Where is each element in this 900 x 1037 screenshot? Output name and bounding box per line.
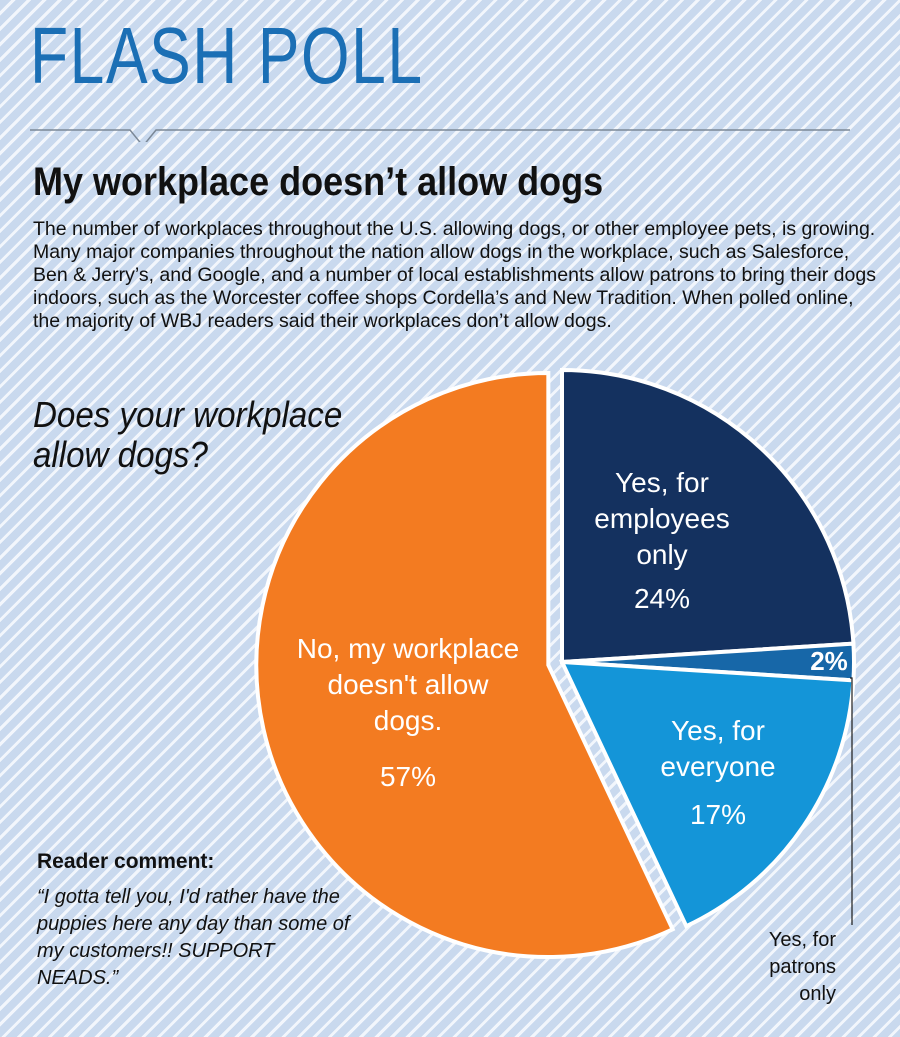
slice-category-label-3: dogs. xyxy=(374,705,443,736)
header-rule xyxy=(30,129,850,142)
slice-category-label-3: doesn't allow xyxy=(328,669,490,700)
slice-category-label-0: only xyxy=(636,539,687,570)
intro-paragraph: The number of workplaces throughout the … xyxy=(33,218,876,332)
pie-slice-2 xyxy=(558,659,856,929)
chart-title: Does your workplace allow dogs? xyxy=(33,394,343,475)
slice-category-label-0: Yes, for xyxy=(615,467,709,498)
slice-category-label-1: Yes, for xyxy=(769,929,836,951)
headline: My workplace doesn’t allow dogs xyxy=(33,160,604,204)
slice-value-label-3: 57% xyxy=(380,761,436,792)
slice-category-label-1: only xyxy=(799,983,836,1005)
pie-slice-3 xyxy=(254,371,676,960)
slice-category-label-0: employees xyxy=(594,503,729,534)
slice-category-label-2: Yes, for xyxy=(671,715,765,746)
slice-category-label-1: patrons xyxy=(769,956,836,978)
slice-value-label-2: 17% xyxy=(690,799,746,830)
slice-category-label-3: No, my workplace xyxy=(297,633,520,664)
pie-slice-0 xyxy=(560,367,856,665)
patrons-leader-line xyxy=(850,677,853,925)
reader-comment-heading: Reader comment: xyxy=(37,850,215,873)
slice-category-label-2: everyone xyxy=(660,751,775,782)
slice-value-label-0: 24% xyxy=(634,583,690,614)
slice-value-label-1: 2% xyxy=(810,646,848,676)
reader-comment-text: “I gotta tell you, I'd rather have the p… xyxy=(37,886,350,989)
header-rule-line xyxy=(30,129,850,142)
flash-poll-kicker: FLASH POLL xyxy=(30,11,424,100)
